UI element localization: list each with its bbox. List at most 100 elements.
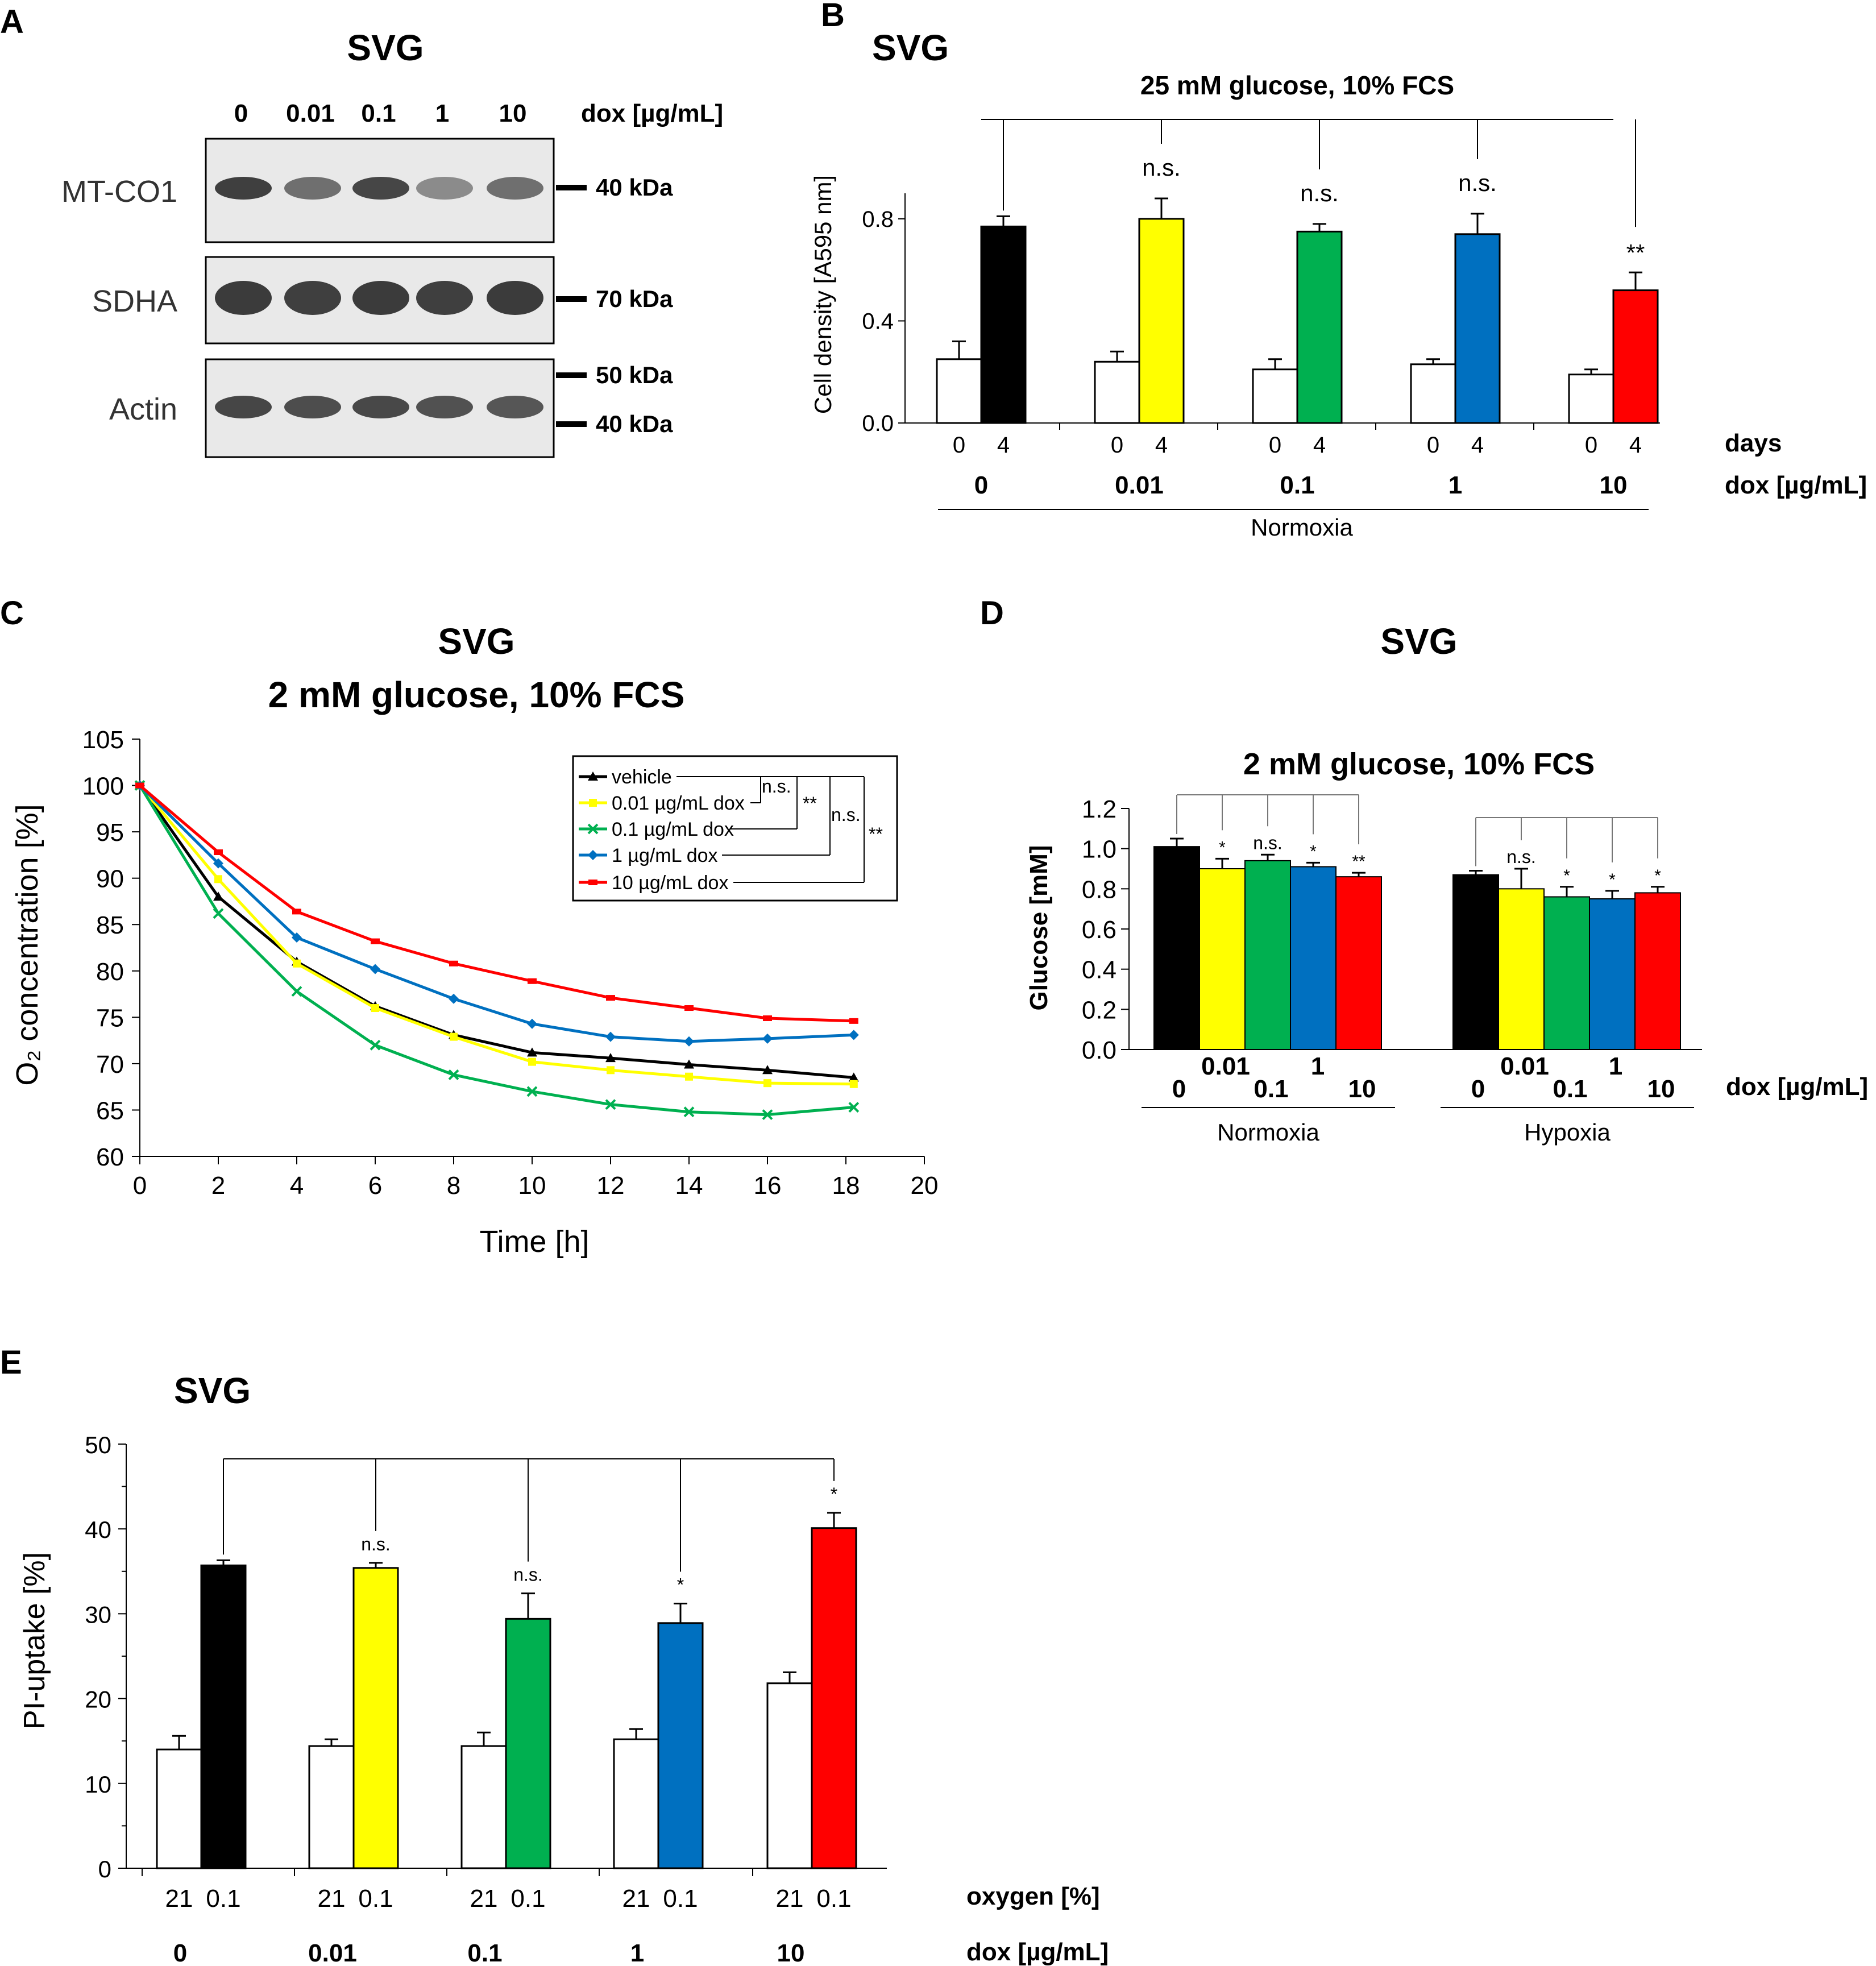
c-point (213, 891, 223, 901)
e-y-tick-label: 50 (85, 1432, 111, 1458)
panel-e-letter: E (0, 1344, 22, 1381)
c-point (214, 849, 223, 855)
panel-d-x-label: dox [µg/mL] (1726, 1073, 1868, 1101)
d-group-normoxia: 0 * 0.01 n.s. 0.1 * 1 ** 10 Normoxia (1142, 794, 1395, 1146)
d-y-tick-label: 0.8 (1082, 876, 1117, 903)
b-dox-tick: 0.01 (1115, 471, 1164, 499)
panel-b-days-label: days (1725, 429, 1782, 457)
band-lane-0 (215, 281, 272, 315)
c-series-0-1-g-ml-dox (134, 780, 860, 1121)
c-x-tick-label: 20 (911, 1172, 939, 1200)
e-dox-tick: 1 (630, 1939, 644, 1966)
c-point (213, 858, 223, 869)
e-dox-tick: 0.01 (308, 1939, 357, 1966)
panel-d-subtitle: 2 mM glucose, 10% FCS (1243, 747, 1595, 781)
b-bar-day0-dox-10 (1568, 374, 1614, 424)
c-legend-significance: ** (803, 793, 817, 814)
e-oxygen-tick: 0.1 (510, 1885, 545, 1913)
e-y-tick-label: 40 (85, 1516, 111, 1543)
c-point (763, 1015, 772, 1021)
e-y-tick-label: 30 (85, 1601, 111, 1628)
c-x-tick-label: 16 (754, 1172, 782, 1200)
panel-d-glucose-chart: D SVG 2 mM glucose, 10% FCS Glucose [mM]… (980, 595, 1868, 1146)
c-legend-marker (588, 850, 598, 860)
c-y-tick-label: 75 (96, 1004, 124, 1032)
e-oxygen-tick: 0.1 (206, 1885, 240, 1913)
lane-label-0.1: 0.1 (361, 99, 396, 127)
panel-a-lane-unit: dox [µg/mL] (581, 99, 723, 127)
d-significance: * (1310, 842, 1317, 861)
c-x-tick-label: 18 (832, 1172, 860, 1200)
b-bar-day0-dox-1 (1410, 363, 1456, 424)
d-y-tick-label: 0.0 (1082, 1036, 1117, 1064)
b-bar-day0-dox-0.1 (1252, 368, 1298, 424)
c-series-line (139, 784, 854, 1023)
panel-a-letter: A (0, 3, 24, 40)
panel-a-western-blot: A SVG 0 0.01 0.1 1 10 dox [µg/mL] MT-CO1 40 k… (0, 3, 723, 458)
c-point (527, 1047, 537, 1057)
b-days-tick: 4 (1155, 433, 1168, 458)
panel-d-title: SVG (1380, 621, 1457, 662)
blot-sdha: SDHA 70 kDa (92, 256, 673, 345)
c-legend-marker (587, 823, 599, 835)
d-group-label: Normoxia (1217, 1119, 1319, 1146)
c-y-tick-label: 65 (96, 1097, 124, 1125)
d-y-tick-label: 1.0 (1082, 836, 1117, 864)
c-point (849, 1080, 858, 1088)
d-significance: ** (1352, 852, 1366, 871)
b-bar-day4-dox-0.1 (1296, 230, 1343, 424)
b-significance-10: ** (1626, 239, 1645, 266)
panel-c-x-label: Time [h] (479, 1225, 589, 1259)
c-point (214, 875, 222, 884)
c-point (370, 964, 380, 974)
c-legend-label: vehicle (612, 766, 672, 788)
lane-label-0.01: 0.01 (286, 99, 335, 127)
panel-b-letter: B (821, 0, 845, 34)
b-dox-tick: 0 (974, 471, 988, 499)
e-bar-oxygen21-dox-10 (766, 1682, 813, 1869)
c-point (605, 1099, 616, 1110)
lane-label-1: 1 (435, 99, 449, 127)
e-bar-oxygen21-dox-0.01 (308, 1745, 355, 1869)
d-y-tick-label: 0.4 (1082, 956, 1117, 984)
e-oxygen-tick: 21 (165, 1885, 193, 1913)
b-y-tick-label: 0.0 (862, 411, 894, 436)
d-bar-normoxia-dox-0.01 (1199, 868, 1246, 1050)
d-group-hypoxia: 0 n.s. 0.01 * 0.1 * 1 * 10 Hypoxia (1441, 817, 1694, 1146)
d-bar-normoxia-dox-0.1 (1244, 860, 1291, 1051)
c-point (762, 1033, 773, 1044)
band-lane-0.01 (284, 396, 341, 418)
c-x-tick-label: 6 (368, 1172, 382, 1200)
c-point (135, 782, 144, 789)
panel-b-dox-label: dox [µg/mL] (1725, 471, 1867, 499)
c-point (292, 909, 301, 915)
e-oxygen-tick: 21 (318, 1885, 346, 1913)
c-point (849, 1018, 858, 1024)
blot-actin: Actin 50 kDa 40 kDa (109, 358, 673, 458)
e-significance-0.01: n.s. (361, 1534, 391, 1554)
c-x-tick-label: 4 (290, 1172, 304, 1200)
d-x-tick-label: 0 (1471, 1075, 1485, 1103)
e-bar-oxygen01-dox-0.1 (505, 1617, 551, 1869)
marker-label: 70 kDa (596, 285, 673, 312)
c-legend-label: 1 µg/mL dox (612, 845, 718, 866)
b-days-tick: 0 (1427, 433, 1439, 458)
c-series-line (139, 784, 854, 1086)
band-lane-1 (416, 281, 473, 315)
c-legend-significance: n.s. (762, 776, 791, 797)
panel-d-y-label: Glucose [mM] (1025, 845, 1053, 1011)
c-legend-significance: n.s. (831, 804, 861, 825)
blot-label: Actin (109, 392, 177, 426)
marker-label: 40 kDa (596, 174, 673, 201)
c-point (527, 1018, 537, 1029)
c-point (292, 932, 302, 943)
d-bar-hypoxia-dox-10 (1634, 892, 1681, 1051)
d-x-tick-label: 10 (1348, 1075, 1376, 1103)
band-lane-10 (487, 396, 543, 418)
panel-e-oxygen-label: oxygen [%] (966, 1882, 1100, 1910)
blot-label: SDHA (92, 284, 177, 318)
band-lane-0.01 (284, 281, 341, 315)
c-point (449, 960, 458, 967)
c-x-tick-label: 8 (447, 1172, 460, 1200)
e-bar-oxygen01-dox-0 (200, 1564, 247, 1869)
